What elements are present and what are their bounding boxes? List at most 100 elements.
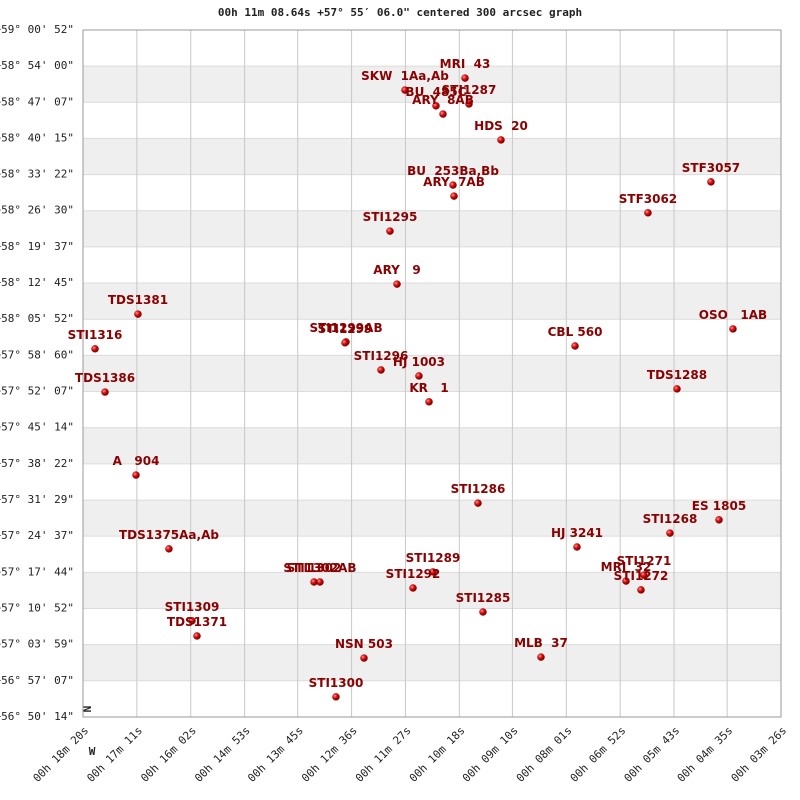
star-label: STI1302AB bbox=[283, 561, 356, 575]
star-point bbox=[310, 578, 318, 586]
star-point bbox=[341, 339, 349, 347]
plot-border bbox=[82, 29, 782, 718]
star-label: STI1299AB bbox=[309, 321, 382, 335]
star-point bbox=[432, 102, 440, 110]
star-point bbox=[637, 586, 645, 594]
star-point bbox=[673, 385, 681, 393]
star-point bbox=[729, 325, 737, 333]
star-point bbox=[360, 654, 368, 662]
x-tick-label: 00h 06m 52s bbox=[568, 724, 629, 785]
band bbox=[83, 138, 781, 175]
star-point bbox=[707, 178, 715, 186]
star-point bbox=[474, 499, 482, 507]
star-label: STI1271 bbox=[617, 554, 672, 568]
star-point bbox=[429, 568, 437, 576]
star-point bbox=[571, 342, 579, 350]
x-tick-label: 00h 18m 20s bbox=[31, 724, 92, 785]
y-tick-label: +58° 40' 15" bbox=[0, 131, 74, 144]
star-point bbox=[134, 310, 142, 318]
y-tick-label: +58° 54' 00" bbox=[0, 59, 74, 72]
y-tick-label: +58° 05' 52" bbox=[0, 312, 74, 325]
star-label: HJ 1003 bbox=[393, 355, 445, 369]
star-label: STF3062 bbox=[619, 192, 677, 206]
star-label: CBL 560 bbox=[548, 325, 603, 339]
star-point bbox=[497, 136, 505, 144]
star-point bbox=[386, 227, 394, 235]
x-tick-label: 00h 16m 02s bbox=[138, 724, 199, 785]
star-label: HDS 20 bbox=[474, 119, 528, 133]
star-point bbox=[132, 471, 140, 479]
star-point bbox=[644, 209, 652, 217]
star-point bbox=[188, 617, 196, 625]
star-label: STI1316 bbox=[68, 328, 123, 342]
y-tick-label: +56° 57' 07" bbox=[0, 674, 74, 687]
y-tick-label: +57° 17' 44" bbox=[0, 565, 74, 578]
y-tick-label: +57° 03' 59" bbox=[0, 638, 74, 651]
star-point bbox=[450, 192, 458, 200]
band bbox=[83, 210, 781, 247]
star-label: STI1309 bbox=[165, 600, 220, 614]
y-tick-label: +56° 50' 14" bbox=[0, 710, 74, 723]
star-label: BU 485C bbox=[405, 85, 466, 99]
star-label: TDS1371 bbox=[167, 615, 227, 629]
star-point bbox=[622, 577, 630, 585]
star-point bbox=[377, 366, 385, 374]
x-tick-label: 00h 04m 35s bbox=[675, 724, 736, 785]
star-label: SKW 1Aa,Ab bbox=[361, 69, 449, 83]
star-point bbox=[91, 345, 99, 353]
star-point bbox=[425, 398, 433, 406]
star-point bbox=[439, 110, 447, 118]
star-point bbox=[401, 86, 409, 94]
star-label: MRI 32 bbox=[601, 560, 652, 574]
x-tick-label: 00h 11m 27s bbox=[353, 724, 414, 785]
star-label: TDS1375Aa,Ab bbox=[119, 528, 219, 542]
star-label: ARY 8AB bbox=[412, 93, 474, 107]
star-point bbox=[573, 543, 581, 551]
y-tick-label: +59° 00' 52" bbox=[0, 23, 74, 36]
y-tick-label: +57° 10' 52" bbox=[0, 601, 74, 614]
west-label: W bbox=[89, 745, 96, 758]
star-label: STI1268 bbox=[643, 512, 698, 526]
y-tick-label: +57° 52' 07" bbox=[0, 385, 74, 398]
x-tick-label: 00h 12m 36s bbox=[299, 724, 360, 785]
star-label: ES 1805 bbox=[692, 499, 746, 513]
star-label: ARY 9 bbox=[373, 263, 420, 277]
star-label: ARY 7AB bbox=[423, 175, 485, 189]
star-point bbox=[415, 372, 423, 380]
x-tick-label: 00h 08m 01s bbox=[514, 724, 575, 785]
x-tick-label: 00h 05m 43s bbox=[622, 724, 683, 785]
star-label: NSN 503 bbox=[335, 637, 393, 651]
band bbox=[83, 66, 781, 103]
star-label: STI1289 bbox=[406, 551, 461, 565]
y-tick-label: +58° 47' 07" bbox=[0, 95, 74, 108]
star-label: STI1292 bbox=[386, 567, 441, 581]
star-point bbox=[640, 571, 648, 579]
x-tick-label: 00h 14m 53s bbox=[192, 724, 253, 785]
star-point bbox=[715, 516, 723, 524]
star-label: TDS1386 bbox=[75, 371, 135, 385]
band bbox=[83, 427, 781, 464]
north-label: N bbox=[81, 706, 94, 713]
star-label: STI1272 bbox=[614, 569, 669, 583]
star-point bbox=[461, 74, 469, 82]
star-point bbox=[165, 545, 173, 553]
y-tick-label: +58° 26' 30" bbox=[0, 204, 74, 217]
star-label: STI1287 bbox=[442, 83, 497, 97]
star-label: STF3057 bbox=[682, 161, 740, 175]
x-tick-label: 00h 03m 26s bbox=[729, 724, 790, 785]
y-tick-label: +58° 12' 45" bbox=[0, 276, 74, 289]
x-tick-label: 00h 09m 10s bbox=[460, 724, 521, 785]
star-label: STI1302 bbox=[287, 561, 342, 575]
star-label: MRI 43 bbox=[440, 57, 491, 71]
x-tick-label: 00h 10m 18s bbox=[407, 724, 468, 785]
star-point bbox=[537, 653, 545, 661]
band bbox=[83, 355, 781, 392]
x-tick-label: 00h 13m 45s bbox=[245, 724, 306, 785]
star-label: STI1296 bbox=[354, 349, 409, 363]
star-label: TDS1381 bbox=[108, 293, 168, 307]
chart-title: 00h 11m 08.64s +57° 55′ 06.0" centered 3… bbox=[218, 6, 582, 19]
star-label: HJ 3241 bbox=[551, 526, 603, 540]
star-label: OSO 1AB bbox=[699, 308, 767, 322]
y-tick-label: +57° 24' 37" bbox=[0, 529, 74, 542]
star-label: STI1285 bbox=[456, 591, 511, 605]
